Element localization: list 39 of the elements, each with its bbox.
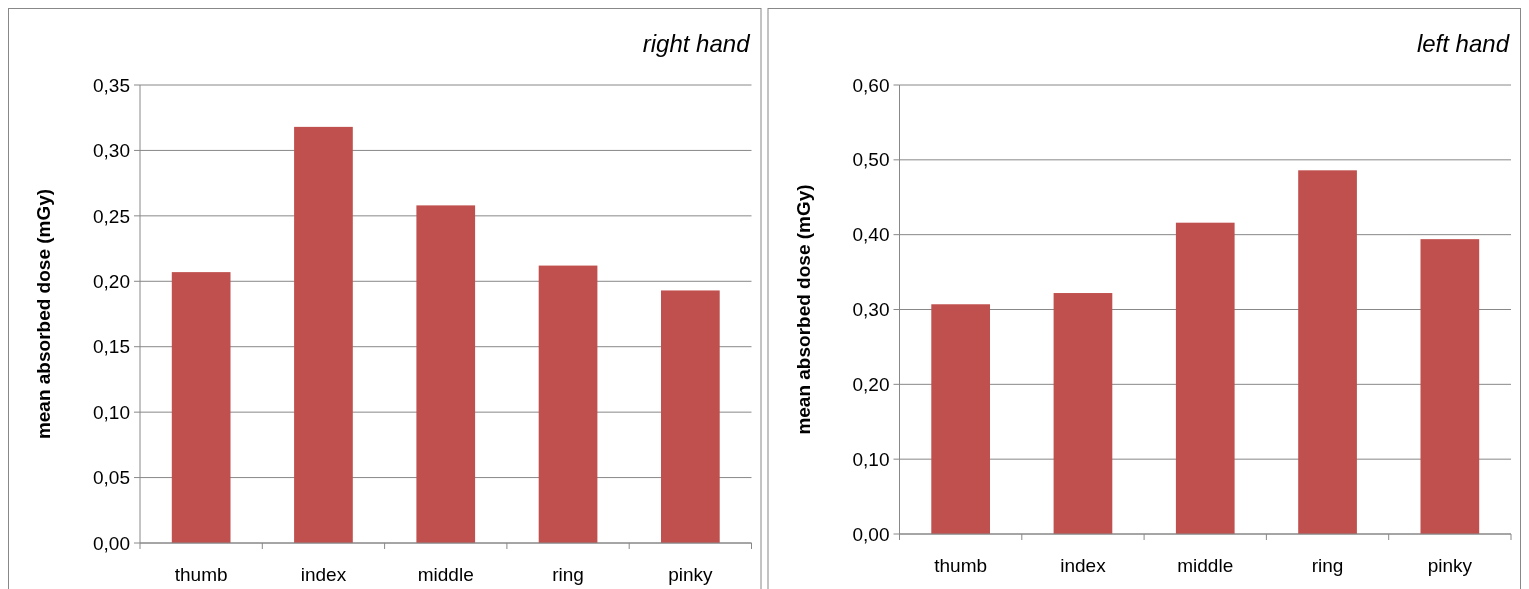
bar	[661, 290, 720, 543]
y-axis-title: mean absorbed dose (mGy)	[792, 184, 814, 435]
y-tick-label: 0,15	[93, 336, 130, 358]
bar	[931, 304, 990, 534]
chart-title: left hand	[1416, 30, 1510, 57]
y-tick-label: 0,10	[93, 401, 130, 423]
bar	[294, 126, 353, 543]
y-tick-label: 0,50	[852, 149, 890, 171]
y-tick-label: 0,60	[852, 74, 890, 96]
bar	[416, 205, 476, 543]
bar	[171, 272, 231, 543]
x-tick-label: middle	[1177, 555, 1234, 576]
bar	[1420, 239, 1480, 534]
x-tick-label: index	[1060, 555, 1107, 576]
x-tick-label: thumb	[174, 564, 228, 585]
y-tick-label: 0,00	[852, 523, 890, 545]
x-tick-label: index	[300, 564, 347, 585]
x-tick-label: pinky	[668, 564, 714, 585]
y-tick-label: 0,05	[93, 467, 130, 489]
y-tick-label: 0,20	[93, 270, 130, 292]
x-tick-label: ring	[552, 564, 584, 585]
x-tick-label: middle	[417, 564, 474, 585]
x-tick-label: ring	[1311, 555, 1344, 576]
y-tick-label: 0,30	[852, 299, 890, 321]
y-tick-label: 0,35	[93, 74, 130, 96]
bar	[1175, 222, 1235, 534]
chart-title: right hand	[642, 30, 751, 57]
bar	[538, 265, 598, 543]
bar	[1298, 170, 1357, 534]
y-tick-label: 0,00	[93, 532, 130, 554]
x-tick-label: pinky	[1427, 555, 1473, 576]
y-tick-label: 0,40	[852, 224, 890, 246]
y-tick-label: 0,30	[93, 140, 130, 162]
bar	[1053, 293, 1113, 534]
y-tick-label: 0,25	[93, 205, 130, 227]
y-tick-label: 0,10	[852, 448, 890, 470]
x-tick-label: thumb	[934, 555, 988, 576]
y-tick-label: 0,20	[852, 373, 890, 395]
y-axis-title: mean absorbed dose (mGy)	[33, 188, 54, 440]
